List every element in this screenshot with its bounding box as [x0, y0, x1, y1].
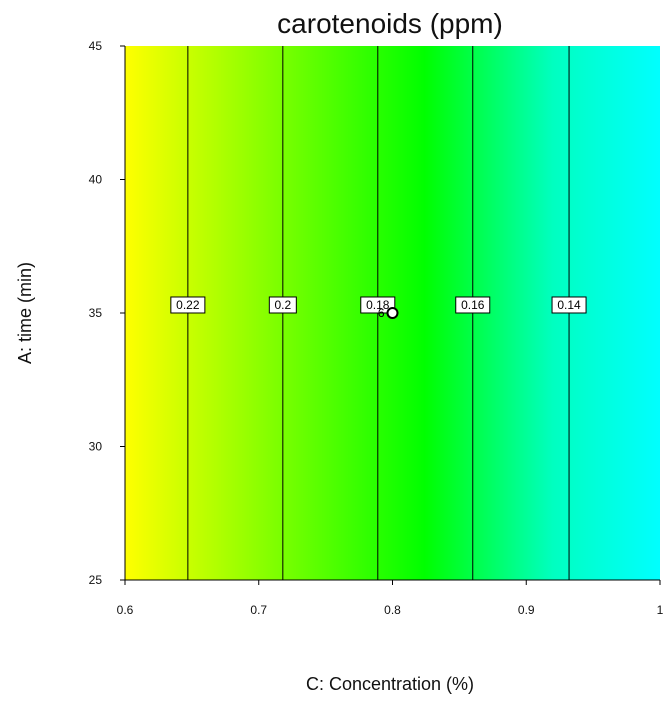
- x-axis-label: C: Concentration (%): [306, 674, 474, 694]
- contour-labels: 0.22 0.2 0.18 0.16 0.14: [170, 296, 587, 314]
- design-point-marker: [386, 307, 399, 319]
- y-tick-label: 30: [89, 440, 103, 454]
- y-axis-label: A: time (min): [15, 262, 35, 364]
- contour-label-box: [360, 296, 396, 314]
- contour-label: 0.18: [366, 298, 390, 312]
- x-axis-ticks: 0.6 0.7 0.8 0.9 1: [117, 580, 663, 617]
- contour-label: 0.22: [176, 298, 200, 312]
- x-tick-label: 0.7: [250, 603, 267, 617]
- x-tick-label: 0.9: [518, 603, 535, 617]
- x-tick-label: 0.6: [117, 603, 134, 617]
- x-tick-label: 0.8: [384, 603, 401, 617]
- contour-label: 0.2: [274, 298, 291, 312]
- contour-label: 0.16: [461, 298, 485, 312]
- y-tick-label: 35: [89, 306, 103, 320]
- design-point-group: 6: [378, 306, 399, 320]
- x-tick-label: 1: [657, 603, 663, 617]
- y-tick-label: 40: [89, 173, 103, 187]
- contour-label-box: [268, 296, 297, 314]
- design-point-label: 6: [378, 306, 385, 320]
- contour-label-box: [551, 296, 587, 314]
- contour-label-box: [455, 296, 491, 314]
- y-axis-ticks: 25 30 35 40 45: [89, 39, 125, 587]
- contour-label: 0.14: [557, 298, 581, 312]
- y-tick-label: 25: [89, 573, 103, 587]
- chart-title: carotenoids (ppm): [277, 8, 503, 39]
- y-tick-label: 45: [89, 39, 103, 53]
- contour-label-box: [170, 296, 206, 314]
